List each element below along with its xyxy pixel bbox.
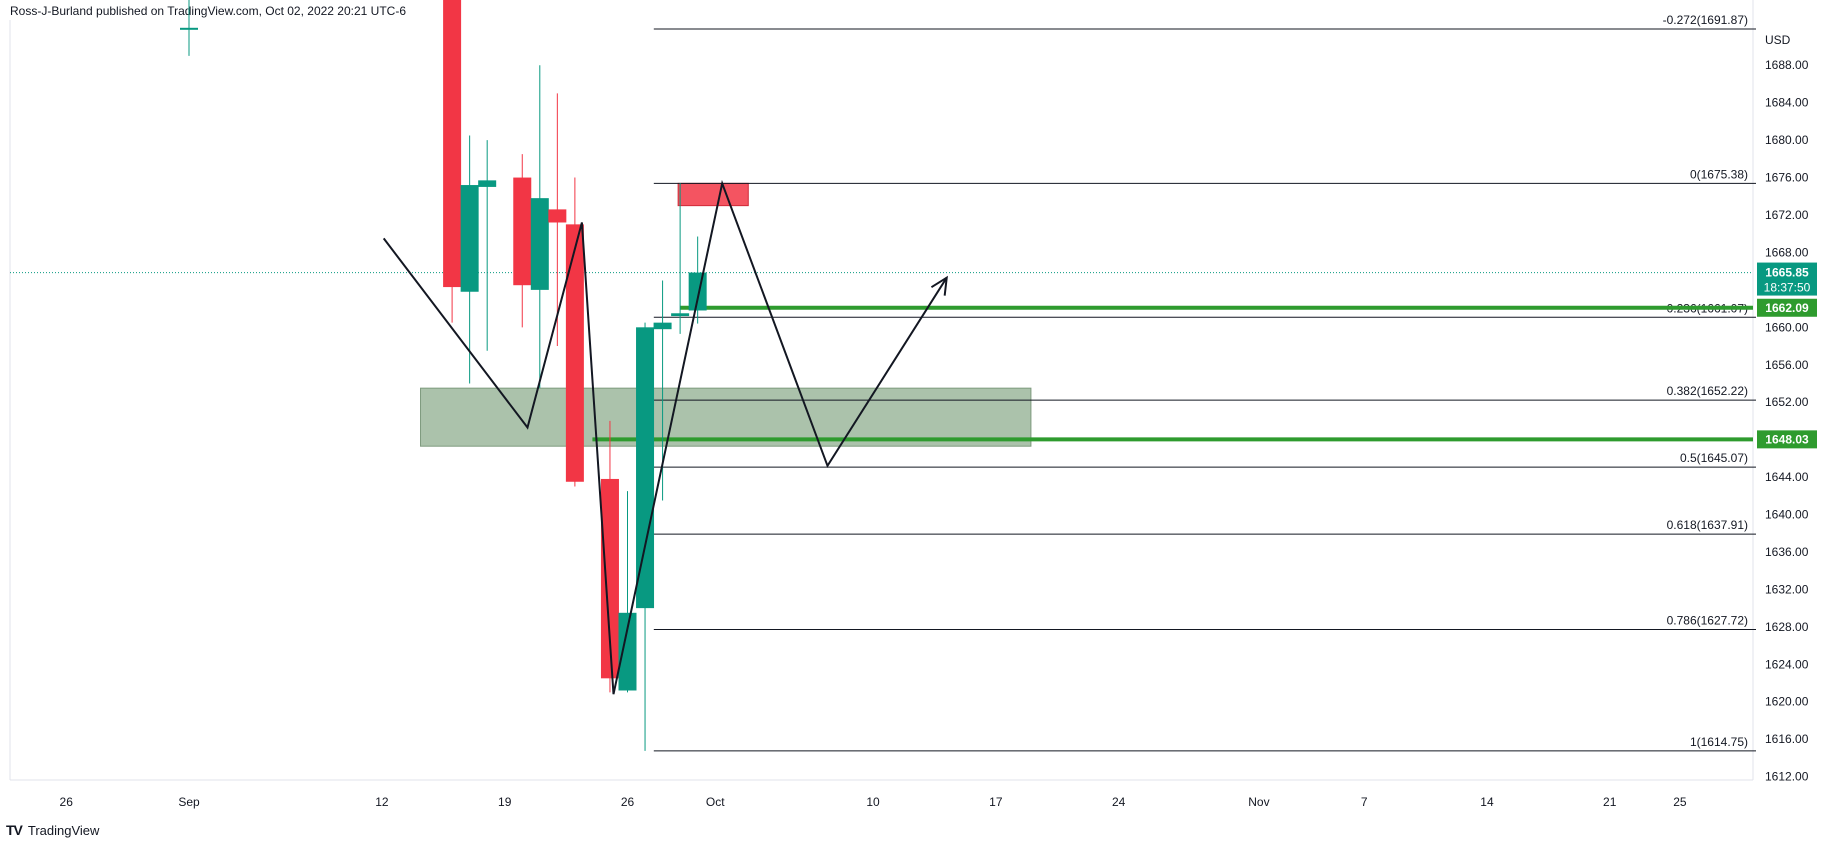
- candle-body-4: [478, 180, 497, 187]
- tradingview-footer: TV TradingView: [6, 822, 99, 838]
- time-tick-11: 14: [1480, 795, 1494, 809]
- tradingview-logo-text: TradingView: [27, 822, 100, 838]
- price-tick-12: 1660.00: [1765, 320, 1809, 334]
- bar-countdown: 18:37:50: [1764, 281, 1811, 295]
- price-tick-14: 1668.00: [1765, 245, 1809, 259]
- price-tick-15: 1672.00: [1765, 208, 1809, 222]
- chart-grid: [9, 0, 1754, 781]
- publisher-caption: Ross-J-Burland published on TradingView.…: [10, 4, 406, 18]
- time-tick-2: 12: [375, 795, 389, 809]
- time-tick-12: 21: [1603, 795, 1617, 809]
- candle-body-8: [565, 224, 584, 482]
- candle-body-5: [513, 177, 532, 286]
- price-tick-8: 1644.00: [1765, 470, 1809, 484]
- fib-label-6: 0.786(1627.72): [1667, 613, 1748, 627]
- candle-body-14: [688, 272, 707, 311]
- level-badge-1: [1757, 430, 1817, 449]
- candles: [180, 0, 707, 751]
- fib-label-4: 0.5(1645.07): [1680, 451, 1748, 465]
- price-tick-2: 1620.00: [1765, 695, 1809, 709]
- time-tick-0: 26: [60, 795, 74, 809]
- price-tick-17: 1680.00: [1765, 133, 1809, 147]
- price-tick-0: 1612.00: [1765, 770, 1809, 784]
- price-tick-16: 1676.00: [1765, 171, 1809, 185]
- time-tick-9: Nov: [1248, 795, 1269, 809]
- candle-body-12: [653, 322, 672, 330]
- price-tick-4: 1628.00: [1765, 620, 1809, 634]
- horizontal-levels: [592, 305, 1753, 442]
- time-axis: 26 Sep 12 19 26 Oct 10 17 24 Nov 7 14 21 25: [60, 795, 1687, 809]
- candle-body-6: [530, 198, 549, 290]
- fib-label-1: 0(1675.38): [1690, 167, 1748, 181]
- price-tick-11: 1656.00: [1765, 358, 1809, 372]
- time-tick-10: 7: [1361, 795, 1368, 809]
- candle-body-0: [180, 27, 198, 30]
- price-tick-5: 1632.00: [1765, 582, 1809, 596]
- support-zone: [420, 387, 1032, 447]
- time-tick-13: 25: [1673, 795, 1687, 809]
- price-tick-3: 1624.00: [1765, 657, 1809, 671]
- price-tick-6: 1636.00: [1765, 545, 1809, 559]
- fib-label-0: -0.272(1691.87): [1663, 13, 1748, 27]
- fib-label-5: 0.618(1637.91): [1667, 518, 1748, 532]
- level-badge-label-0: 1662.09: [1765, 301, 1809, 315]
- candle-body-9: [600, 478, 619, 679]
- candle-body-7: [548, 209, 567, 223]
- currency-label: USD: [1765, 33, 1791, 47]
- resistance-box: [677, 182, 749, 207]
- candle-body-11: [636, 327, 655, 609]
- price-tick-18: 1684.00: [1765, 96, 1809, 110]
- zone-layer: [420, 182, 1032, 447]
- candle-body-10: [618, 612, 637, 691]
- level-badge-label-1: 1648.03: [1765, 432, 1809, 446]
- projection-line: [382, 179, 948, 695]
- candle-body-13: [671, 313, 690, 317]
- time-tick-5: Oct: [706, 795, 725, 809]
- candle-body-3: [460, 185, 479, 292]
- price-tick-7: 1640.00: [1765, 508, 1809, 522]
- time-tick-8: 24: [1112, 795, 1126, 809]
- current-price-badge: [1757, 262, 1817, 296]
- candle-body-2: [443, 0, 462, 288]
- fib-label-7: 1(1614.75): [1690, 735, 1748, 749]
- tradingview-logo-icon: TV: [6, 822, 23, 838]
- price-tick-10: 1652.00: [1765, 395, 1809, 409]
- level-badge-0: [1757, 298, 1817, 317]
- time-tick-4: 26: [621, 795, 635, 809]
- time-tick-6: 10: [866, 795, 880, 809]
- fib-label-3: 0.382(1652.22): [1667, 384, 1748, 398]
- current-price-value: 1665.85: [1765, 266, 1809, 280]
- price-axis: 1612.00 1616.00 1620.00 1624.00 1628.00 1632.…: [1757, 33, 1817, 784]
- projection-arrowhead-icon: [930, 275, 948, 296]
- price-tick-19: 1688.00: [1765, 58, 1809, 72]
- time-tick-7: 17: [989, 795, 1003, 809]
- price-tick-1: 1616.00: [1765, 732, 1809, 746]
- time-tick-1: Sep: [178, 795, 200, 809]
- fibonacci-retracement: -0.272(1691.87)0(1675.38)0.236(1661.07)0…: [10, 13, 1756, 752]
- projection-path: [382, 179, 948, 695]
- time-tick-3: 19: [498, 795, 512, 809]
